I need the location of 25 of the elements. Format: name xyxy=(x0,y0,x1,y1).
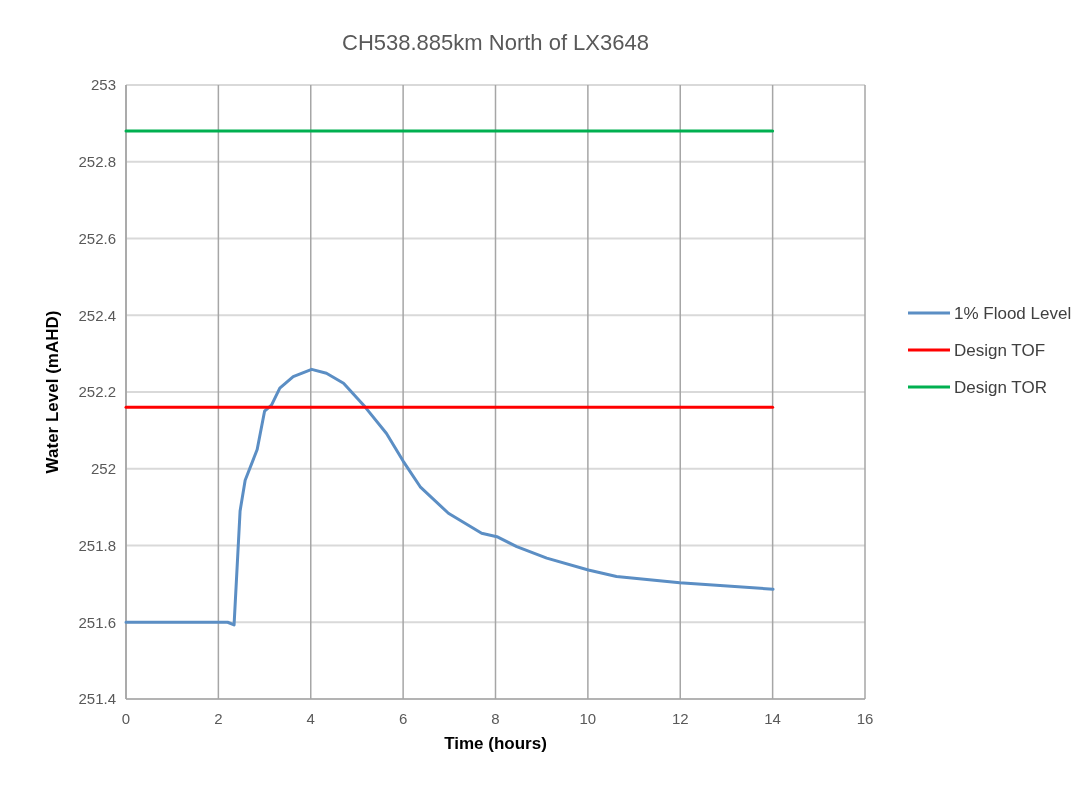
x-tick-label: 0 xyxy=(121,710,131,727)
y-tick-label: 252 xyxy=(90,460,116,477)
legend-label: Design TOF xyxy=(954,340,1046,360)
x-tick-label: 2 xyxy=(214,710,223,727)
y-tick-label: 251.4 xyxy=(78,690,116,708)
x-tick-label: 8 xyxy=(491,710,500,727)
x-tick-label: 16 xyxy=(856,710,874,727)
x-tick-label: 12 xyxy=(671,710,689,727)
y-tick-label: 252.8 xyxy=(78,153,116,170)
x-tick-label: 14 xyxy=(764,710,781,727)
x-tick-label: 6 xyxy=(398,710,408,727)
x-tick-label: 10 xyxy=(579,710,597,727)
legend-label: Design TOR xyxy=(954,377,1047,397)
y-tick-label: 251.8 xyxy=(78,536,116,554)
y-tick-label: 253 xyxy=(90,76,116,94)
y-axis-title: Water Level (mAHD) xyxy=(43,310,62,474)
y-tick-label: 252.6 xyxy=(78,229,116,247)
x-axis-title: Time (hours) xyxy=(444,734,547,753)
chart-title: CH538.885km North of LX3648 xyxy=(342,30,649,55)
y-tick-label: 251.6 xyxy=(78,613,116,631)
line-series xyxy=(124,367,775,627)
y-tick-label: 252.2 xyxy=(78,383,116,401)
y-tick-label: 252.4 xyxy=(78,306,116,324)
legend-label: 1% Flood Level xyxy=(954,303,1072,323)
x-tick-label: 4 xyxy=(306,710,315,727)
